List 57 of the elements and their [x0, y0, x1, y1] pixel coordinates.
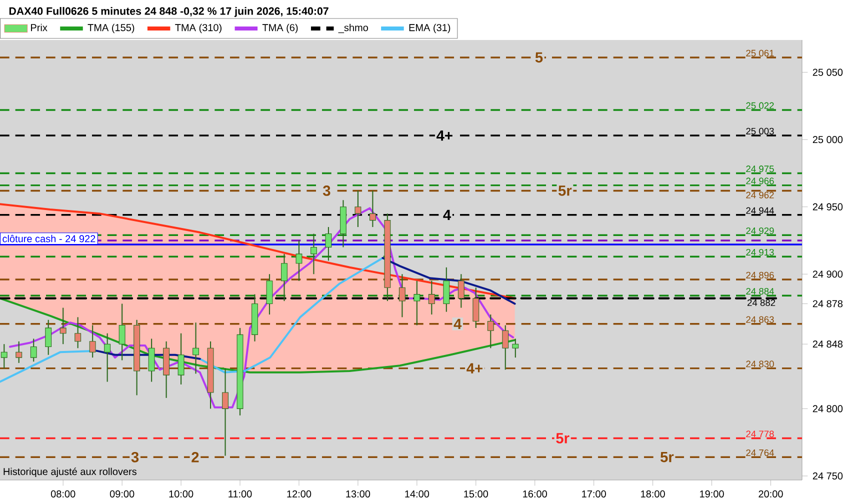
- x-tick-label: 10:00: [169, 490, 194, 498]
- ref-line-label: 24 962: [746, 192, 774, 198]
- annotation: 3: [322, 186, 330, 196]
- ref-line-label: 24 929: [746, 227, 774, 234]
- ref-line-label: 24 884: [746, 288, 774, 295]
- ref-line-label: 25 003: [746, 128, 774, 134]
- y-tick-label: 25 000: [812, 136, 843, 144]
- x-tick-label: 14:00: [405, 490, 430, 498]
- ref-line-label: 24 913: [746, 248, 774, 256]
- annotation: Historique ajusté aux rollovers: [4, 468, 136, 478]
- annotation: 4+: [466, 363, 482, 374]
- annotation: 5r: [660, 452, 674, 462]
- y-tick-label: 25 050: [812, 68, 843, 76]
- annotation: 2: [192, 452, 199, 462]
- ref-line-label: 24 975: [746, 166, 774, 172]
- legend-label: Prix: [31, 24, 48, 32]
- legend-label: EMA (31): [409, 24, 450, 34]
- data-label: 24 882: [747, 299, 776, 306]
- ref-line-label: 24 944: [746, 207, 774, 214]
- x-tick-label: 15:00: [464, 490, 488, 498]
- y-tick-label: 24 900: [812, 270, 843, 278]
- ref-line-label: 24 778: [746, 430, 774, 438]
- legend-label: TMA (6): [262, 24, 298, 34]
- x-tick-label: 08:00: [50, 490, 76, 498]
- ref-line-label: 24 830: [746, 360, 774, 368]
- annotation: 5r: [558, 186, 572, 196]
- chart-title: DAX40 Full0626 5 minutes 24 848 -0,32 % 17 juin 2026, 15:40:07: [9, 7, 328, 17]
- ref-line-label: 24 896: [746, 272, 774, 278]
- x-tick-label: 12:00: [287, 490, 312, 498]
- x-tick-label: 17:00: [582, 490, 606, 498]
- x-tick-label: 11:00: [228, 490, 252, 498]
- legend-label: TMA (310): [175, 24, 222, 34]
- ref-line-label: 25 022: [746, 102, 774, 109]
- x-tick-label: 18:00: [641, 490, 665, 498]
- ref-line-label: clôture cash - 24 922: [2, 234, 96, 242]
- y-tick-label: 24 950: [812, 203, 843, 210]
- legend-label: TMA (155): [88, 24, 134, 34]
- x-tick-label: 19:00: [700, 490, 724, 498]
- legend-label: _shmo: [338, 24, 368, 34]
- ref-line-label: 24 863: [746, 316, 774, 323]
- annotation: 4: [454, 318, 462, 329]
- annotation: 3: [131, 452, 139, 462]
- x-tick-label: 16:00: [523, 490, 547, 498]
- annotation: 5: [535, 52, 543, 63]
- x-tick-label: 09:00: [110, 490, 134, 498]
- y-tick-label: 24 800: [812, 405, 843, 412]
- y-tick-label: 24 750: [812, 472, 843, 480]
- ref-line-label: 24 764: [746, 449, 774, 456]
- annotation: 5r: [556, 433, 570, 444]
- y-tick-label: 24 878: [812, 300, 843, 308]
- annotation: 4: [443, 210, 451, 220]
- ref-line-label: 24 966: [746, 178, 774, 184]
- annotation: 4+: [436, 130, 452, 141]
- ref-line-label: 25 061: [746, 50, 774, 56]
- x-tick-label: 13:00: [346, 490, 370, 498]
- y-tick-label: 24 848: [812, 340, 843, 348]
- x-tick-label: 20:00: [758, 490, 783, 498]
